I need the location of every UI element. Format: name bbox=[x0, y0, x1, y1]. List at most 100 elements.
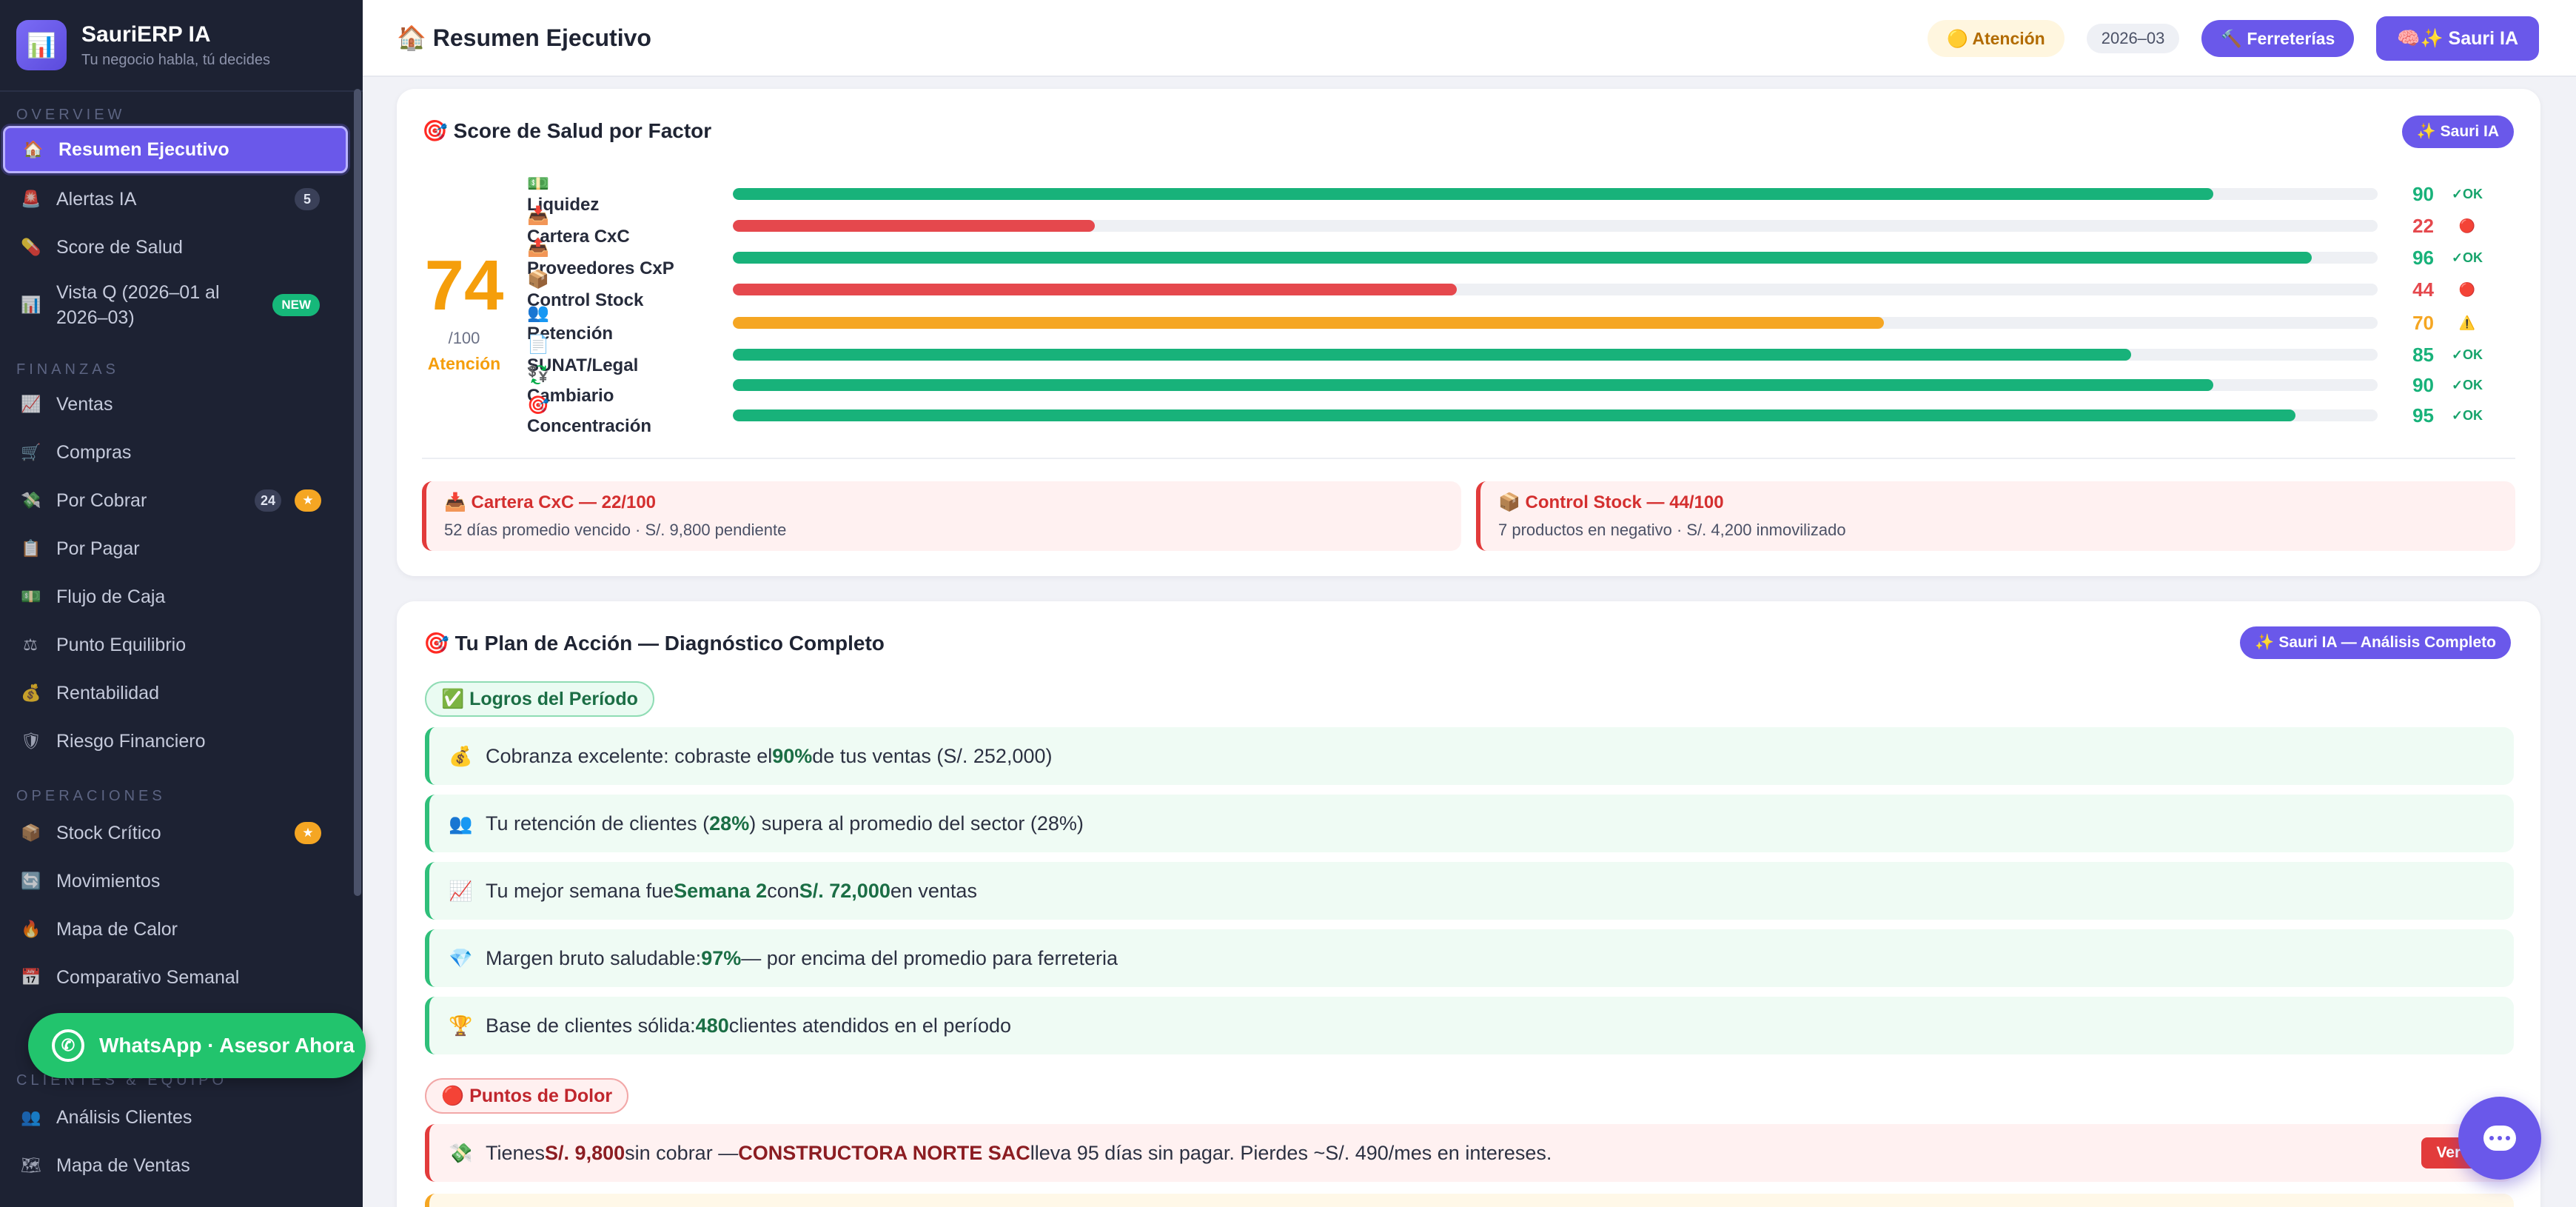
row-highlight: CONSTRUCTORA NORTE SAC bbox=[738, 1141, 1030, 1164]
factor-icon: 🎯 bbox=[527, 395, 549, 415]
new-badge: NEW bbox=[272, 294, 320, 316]
sidebar-item-punto-equilibrio[interactable]: ⚖ Punto Equilibrio bbox=[3, 621, 348, 669]
money-bag-icon: 💰 bbox=[21, 683, 41, 702]
brand-tagline: Tu negocio habla, tú decides bbox=[81, 51, 270, 68]
whatsapp-button[interactable]: ✆ WhatsApp · Asesor Ahora bbox=[28, 1013, 366, 1078]
alert-title: 📥 Cartera CxC — 22/100 bbox=[444, 492, 657, 512]
factor-icon: 💵 bbox=[527, 173, 549, 194]
factor-bar-fill bbox=[733, 252, 2312, 264]
trend-up-icon: 📈 bbox=[21, 395, 41, 413]
sidebar-item-ventas[interactable]: 📈 Ventas bbox=[3, 381, 348, 428]
factor-bar-track bbox=[733, 252, 2378, 264]
sidebar-item-score-de-salud[interactable]: 💊 Score de Salud bbox=[3, 224, 348, 271]
pain-points-tag: 🔴 Puntos de Dolor bbox=[425, 1078, 629, 1114]
factor-row: 👥 Retención 70 ⚠️ bbox=[527, 303, 2511, 344]
factor-name: Retención bbox=[527, 323, 614, 344]
factor-score: 44 bbox=[2412, 278, 2434, 301]
sidebar-item-vista-q[interactable]: 📊 Vista Q (2026–01 al 2026–03) NEW bbox=[3, 278, 348, 332]
factor-label: 📄 SUNAT/Legal bbox=[527, 334, 733, 376]
factor-score: 90 bbox=[2412, 182, 2434, 205]
factor-icon: 👥 bbox=[527, 302, 549, 323]
row-text-post: en ventas bbox=[890, 879, 977, 902]
sidebar-item-stock-critico[interactable]: 📦 Stock Crítico ★ bbox=[3, 809, 348, 857]
brand-name: SauriERP IA bbox=[81, 21, 211, 47]
factor-bar-fill bbox=[733, 317, 1885, 329]
count-badge: 24 bbox=[254, 489, 281, 512]
factor-bar-fill bbox=[733, 379, 2213, 391]
factor-score: 95 bbox=[2412, 404, 2434, 427]
alert-cartera[interactable]: 📥 Cartera CxC — 22/100 52 días promedio … bbox=[422, 481, 1461, 551]
factor-bar-track bbox=[733, 220, 2378, 232]
sidebar-item-comparativo-semanal[interactable]: 📅 Comparativo Semanal bbox=[3, 954, 348, 1001]
score-card-title: 🎯 Score de Salud por Factor bbox=[422, 119, 712, 142]
sidebar-item-analisis-clientes[interactable]: 👥 Análisis Clientes bbox=[3, 1094, 348, 1141]
sidebar-item-por-pagar[interactable]: 📋 Por Pagar bbox=[3, 525, 348, 572]
sidebar-item-flujo-de-caja[interactable]: 💵 Flujo de Caja bbox=[3, 573, 348, 621]
chat-button[interactable] bbox=[2458, 1097, 2541, 1180]
sidebar-scrollbar[interactable] bbox=[354, 89, 361, 896]
shield-icon: 🛡 bbox=[21, 732, 41, 750]
status-badge: 🟡 Atención bbox=[1928, 20, 2065, 57]
factor-bar-track bbox=[733, 379, 2378, 391]
brand[interactable]: 📊 SauriERP IA Tu negocio habla, tú decid… bbox=[0, 0, 363, 92]
factor-label: 💱 Cambiario bbox=[527, 364, 733, 407]
ferreterias-button[interactable]: 🔨 Ferreterías bbox=[2201, 20, 2355, 57]
factor-status: ✓OK bbox=[2451, 250, 2483, 265]
row-text-post: de tus ventas (S/. 252,000) bbox=[812, 744, 1053, 767]
sidebar-item-mapa-de-calor[interactable]: 🔥 Mapa de Calor bbox=[3, 906, 348, 953]
sidebar-item-label: Compras bbox=[56, 441, 132, 463]
bar-chart-icon: 📊 bbox=[16, 20, 67, 70]
money-bag-icon: 💰 bbox=[449, 744, 473, 767]
row-highlight: 90% bbox=[772, 744, 813, 767]
sidebar-item-resumen-ejecutivo[interactable]: 🏠 Resumen Ejecutivo bbox=[3, 126, 348, 173]
gem-icon: 💎 bbox=[449, 946, 473, 969]
fire-icon: 🔥 bbox=[21, 920, 41, 938]
factor-bar-fill bbox=[733, 188, 2213, 200]
trophy-icon: 🏆 bbox=[449, 1014, 473, 1037]
trend-up-icon: 📈 bbox=[449, 879, 473, 902]
cart-icon: 🛒 bbox=[21, 443, 41, 461]
alert-stock[interactable]: 📦 Control Stock — 44/100 7 productos en … bbox=[1476, 481, 2515, 551]
sidebar-item-por-cobrar[interactable]: 💸 Por Cobrar 24 ★ bbox=[3, 477, 348, 524]
factor-bar-track bbox=[733, 188, 2378, 200]
score-status: Atención bbox=[427, 354, 501, 373]
sidebar-item-label: Ventas bbox=[56, 393, 113, 415]
row-text-mid: con bbox=[767, 879, 799, 902]
sidebar-item-movimientos[interactable]: 🔄 Movimientos bbox=[3, 857, 348, 905]
factor-status: 🔴 bbox=[2458, 281, 2476, 297]
factor-row: 📤 Proveedores CxP 96 ✓OK bbox=[527, 238, 2511, 278]
sidebar-item-mapa-de-ventas[interactable]: 🗺 Mapa de Ventas bbox=[3, 1142, 348, 1189]
factor-name: SUNAT/Legal bbox=[527, 355, 639, 375]
clipboard-icon: 📋 bbox=[21, 539, 41, 558]
sidebar-item-riesgo-financiero[interactable]: 🛡 Riesgo Financiero bbox=[3, 718, 348, 765]
sidebar-item-compras[interactable]: 🛒 Compras bbox=[3, 429, 348, 476]
list-item: 🏆 Base de clientes sólida: 480 clientes … bbox=[425, 997, 2514, 1054]
divider bbox=[422, 458, 2515, 459]
sauri-ia-button[interactable]: 🧠✨ Sauri IA bbox=[2376, 16, 2539, 61]
factor-row: 💵 Liquidez 90 ✓OK bbox=[527, 174, 2511, 215]
sidebar-item-rentabilidad[interactable]: 💰 Rentabilidad bbox=[3, 669, 348, 717]
alert-detail: 52 días promedio vencido · S/. 9,800 pen… bbox=[444, 521, 787, 539]
money-wings-icon: 💸 bbox=[449, 1141, 473, 1164]
factor-score: 90 bbox=[2412, 373, 2434, 396]
period-selector[interactable]: 2026–03 bbox=[2086, 24, 2180, 53]
sidebar-item-label: Vista Q (2026–01 al 2026–03) bbox=[56, 282, 220, 328]
factor-name: Proveedores CxP bbox=[527, 258, 674, 278]
factor-bar-track bbox=[733, 317, 2378, 329]
sidebar-item-alertas-ia[interactable]: 🚨 Alertas IA 5 bbox=[3, 175, 348, 223]
score-value: 74 bbox=[424, 246, 504, 325]
score-card: 🎯 Score de Salud por Factor ✨ Sauri IA 7… bbox=[397, 89, 2540, 576]
row-highlight: 97% bbox=[701, 946, 742, 969]
score-sauri-button[interactable]: ✨ Sauri IA bbox=[2401, 116, 2514, 148]
list-item bbox=[425, 1194, 2514, 1207]
factor-row: 📦 Control Stock 44 🔴 bbox=[527, 270, 2511, 310]
factor-status: ✓OK bbox=[2451, 407, 2483, 423]
factor-bar-track bbox=[733, 409, 2378, 421]
row-highlight: 28% bbox=[709, 812, 750, 835]
chat-bubble-icon bbox=[2483, 1126, 2516, 1151]
overall-score: 74 /100 Atención bbox=[420, 250, 508, 374]
factor-bar-track bbox=[733, 284, 2378, 295]
analisis-completo-button[interactable]: ✨ Sauri IA — Análisis Completo bbox=[2240, 626, 2511, 659]
row-text-pre: Cobranza excelente: cobraste el bbox=[486, 744, 773, 767]
plan-card-title: 🎯 Tu Plan de Acción — Diagnóstico Comple… bbox=[423, 632, 885, 655]
